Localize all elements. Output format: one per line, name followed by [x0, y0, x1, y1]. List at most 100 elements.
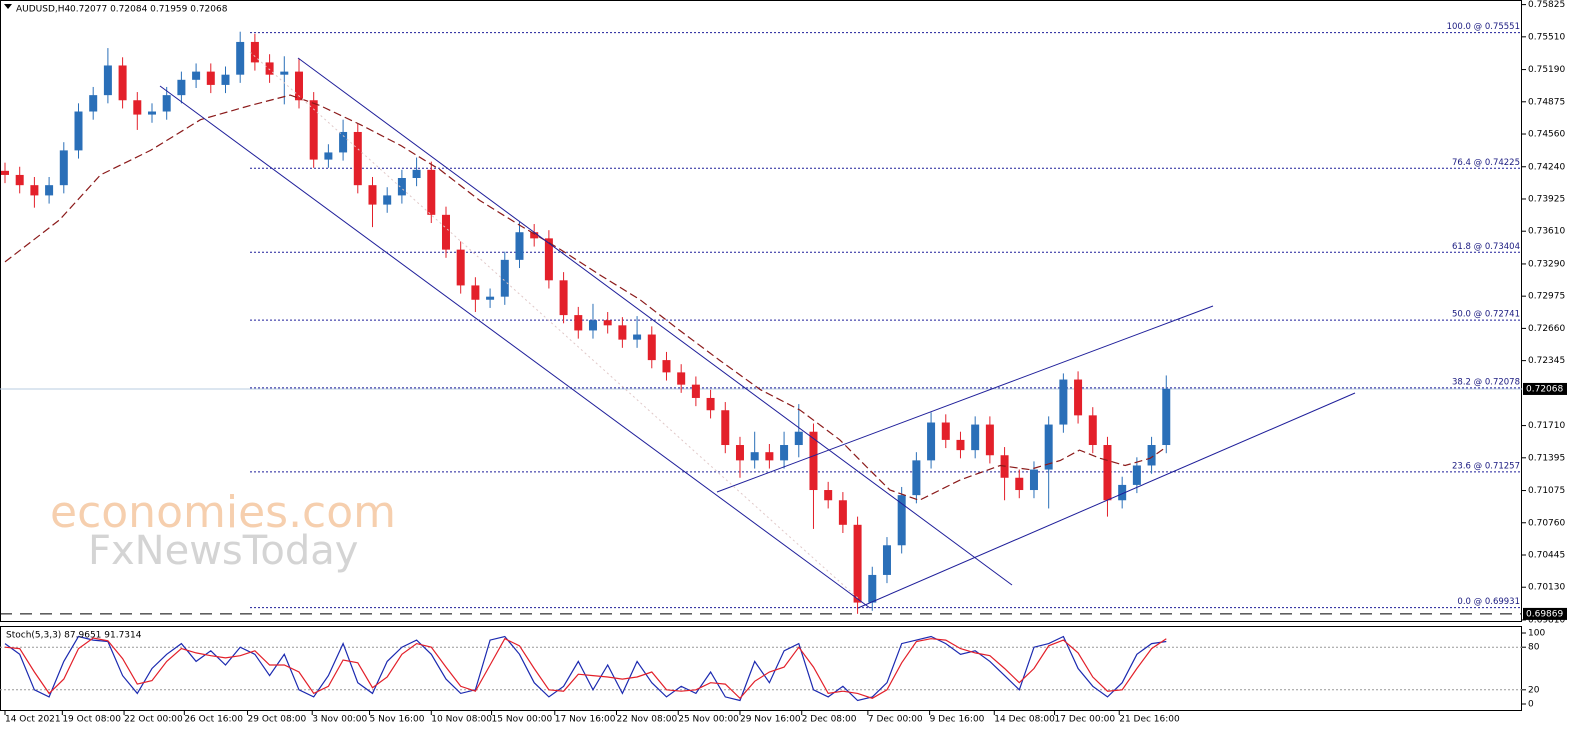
candle-body	[339, 131, 348, 153]
y-tick-label: 0.74560	[1528, 130, 1565, 140]
x-tick-label: 15 Nov 00:00	[492, 715, 553, 725]
candle-body	[103, 65, 112, 96]
y-tick-label: 0.71075	[1528, 486, 1565, 496]
candle-body	[912, 460, 921, 496]
candle-body	[192, 71, 201, 80]
fib-label: 61.8 @ 0.73404	[1452, 242, 1520, 252]
candle-body	[1132, 465, 1141, 485]
price-box	[1523, 382, 1567, 395]
candle-body	[853, 524, 862, 603]
moving-average	[4, 94, 1166, 501]
candle-body	[353, 131, 362, 186]
candle-body	[441, 214, 450, 250]
candle-body	[15, 174, 24, 186]
y-tick-label: 0.72975	[1528, 292, 1565, 302]
candle-body	[765, 452, 774, 461]
candle-body	[706, 397, 715, 411]
candle-body	[412, 169, 421, 179]
candle-body	[971, 424, 980, 451]
candle-body	[618, 325, 627, 340]
y-tick-label: 0.69810	[1528, 615, 1565, 625]
y-tick-label: 0	[1528, 700, 1534, 710]
stoch-label: Stoch(5,3,3) 87.9651 91.7314	[6, 631, 142, 641]
candle-body	[750, 452, 759, 461]
candle-body	[941, 422, 950, 440]
y-tick-label: 0.70760	[1528, 518, 1565, 528]
candle-body	[809, 431, 818, 491]
candle-body	[897, 495, 906, 546]
x-tick-label: 17 Dec 00:00	[1055, 715, 1116, 725]
fib-trend-line	[249, 51, 861, 601]
candle-body	[294, 71, 303, 101]
y-tick-label: 0.73610	[1528, 227, 1565, 237]
candle-body	[89, 95, 98, 112]
candle-body	[1074, 379, 1083, 416]
x-tick-label: 29 Oct 08:00	[248, 715, 307, 725]
candle-body	[427, 169, 436, 215]
candle-body	[927, 422, 936, 461]
y-tick-label: 0.74240	[1528, 162, 1565, 172]
y-tick-label: 0.72660	[1528, 324, 1565, 334]
candle-body	[574, 315, 583, 331]
candle-body	[1015, 477, 1024, 491]
candle-body	[74, 111, 83, 151]
fib-label: 50.0 @ 0.72741	[1452, 310, 1520, 320]
ohlc-text: 0.72077 0.72084 0.71959 0.72068	[70, 5, 228, 15]
menu-arrow[interactable]	[4, 4, 12, 9]
candle-body	[118, 65, 127, 101]
candle-body	[30, 185, 39, 196]
candle-body	[324, 152, 333, 160]
y-tick-label: 0.73925	[1528, 194, 1565, 204]
x-tick-label: 19 Oct 08:00	[62, 715, 121, 725]
main-pane	[0, 0, 1522, 622]
candle-body	[838, 500, 847, 525]
candle-body	[309, 100, 318, 160]
candle-body	[500, 259, 509, 297]
candle-body	[383, 195, 392, 205]
price-box-label: 0.72068	[1526, 384, 1563, 394]
candle-body	[544, 238, 553, 281]
candle-body	[265, 62, 274, 75]
candle-body	[368, 185, 377, 205]
channel-line	[297, 57, 1013, 586]
candle-body	[794, 431, 803, 446]
candle-body	[1029, 469, 1038, 491]
channel-line	[716, 305, 1214, 493]
y-tick-label: 20	[1528, 685, 1540, 695]
y-tick-label: 0.74875	[1528, 97, 1565, 107]
x-tick-label: 9 Dec 16:00	[930, 715, 985, 725]
candle-body	[45, 185, 54, 196]
stoch-line	[4, 635, 1167, 702]
fib-label: 23.6 @ 0.71257	[1452, 461, 1520, 471]
candle-body	[1059, 379, 1068, 425]
x-tick-label: 22 Oct 00:00	[124, 715, 183, 725]
candle-body	[1118, 484, 1127, 501]
watermark: economies.com	[50, 487, 396, 538]
y-tick-label: 0.75190	[1528, 65, 1565, 75]
candle-body	[824, 490, 833, 501]
candle-body	[956, 439, 965, 451]
candle-body	[780, 445, 789, 461]
y-tick-label: 0.72345	[1528, 356, 1565, 366]
candle-body	[662, 360, 671, 373]
candle-body	[133, 100, 142, 115]
candle-body	[882, 545, 891, 575]
channel-line	[159, 85, 871, 609]
candle-body	[486, 296, 495, 300]
x-tick-label: 2 Dec 08:00	[802, 715, 857, 725]
candle-body	[397, 178, 406, 196]
y-tick-label: 0.70445	[1528, 550, 1565, 560]
fib-label: 0.0 @ 0.69931	[1457, 597, 1520, 607]
candle-body	[280, 71, 289, 75]
candle-body	[59, 150, 68, 186]
fib-label: 76.4 @ 0.74225	[1452, 158, 1520, 168]
candle-body	[868, 574, 877, 603]
candle-body	[250, 41, 259, 63]
candle-body	[647, 334, 656, 361]
x-tick-label: 21 Dec 16:00	[1119, 715, 1180, 725]
watermark: FxNewsToday	[88, 528, 358, 574]
x-tick-label: 25 Nov 00:00	[678, 715, 739, 725]
channel-line	[857, 392, 1356, 609]
